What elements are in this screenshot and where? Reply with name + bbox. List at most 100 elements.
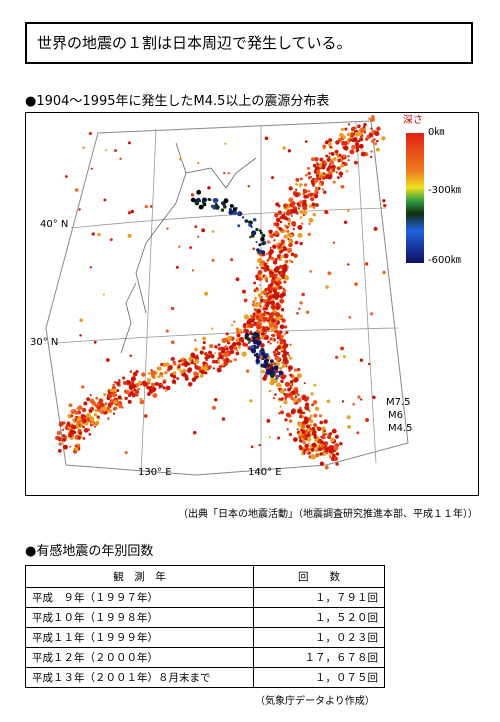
epicenter-dot [287, 149, 292, 153]
epicenter-dot [170, 306, 175, 311]
epicenter-dot [322, 433, 326, 437]
epicenter-dot [280, 410, 284, 415]
epicenter-dot [223, 172, 226, 175]
table-row: 平成１２年（２０００年） １７，６７８回 [25, 647, 385, 668]
epicenter-dot [100, 411, 103, 415]
epicenter-dot [262, 348, 265, 351]
epicenter-dot [105, 149, 108, 152]
epicenter-dot [293, 368, 298, 372]
epicenter-dot [309, 419, 314, 424]
epicenter-dot [288, 392, 293, 397]
epicenter-dot [295, 177, 300, 182]
epicenter-dot [287, 387, 292, 392]
epicenter-dot [333, 456, 339, 462]
epicenter-dot [267, 340, 271, 343]
epicenter-dot [322, 144, 327, 149]
epicenter-dot [297, 421, 302, 426]
epicenter-dot [293, 378, 298, 383]
epicenter-dot [279, 389, 285, 394]
epicenter-dot [265, 314, 268, 317]
epicenter-dot [301, 424, 306, 429]
epicenter-dot [280, 273, 286, 278]
epicenter-dot [256, 308, 262, 314]
epicenter-dot [76, 443, 79, 446]
source-note: （出典「日本の地震活動」（地震調査研究推進本部、平成１１年）） [178, 509, 478, 520]
epicenter-dot [327, 142, 332, 147]
epicenter-dot [209, 344, 214, 349]
epicenter-dot [358, 132, 363, 136]
epicenter-dot [280, 347, 284, 352]
epicenter-dot [224, 357, 230, 363]
epicenter-dot [88, 409, 93, 413]
epicenter-dot [324, 448, 329, 453]
epicenter-dot [218, 365, 223, 369]
epicenter-dot [335, 452, 340, 456]
epicenter-dot [247, 185, 250, 188]
epicenter-dot [289, 383, 293, 386]
epicenter-dot [268, 314, 274, 320]
epicenter-dot [192, 430, 197, 435]
epicenter-dot [313, 413, 318, 418]
epicenter-dot [56, 436, 61, 441]
epicenter-dot [255, 240, 258, 244]
epicenter-dot [360, 151, 366, 157]
epicenter-dot [249, 235, 252, 239]
epicenter-dot [355, 142, 360, 147]
epicenter-dot [317, 187, 321, 190]
epicenter-dot [302, 435, 307, 439]
epicenter-dot [127, 399, 132, 404]
epicenter-dot [275, 356, 281, 362]
epicenter-dot [381, 136, 386, 141]
epicenter-dot [340, 127, 344, 132]
epicenter-dot [235, 277, 240, 282]
epicenter-dot [303, 199, 307, 204]
epicenter-dot [259, 262, 265, 268]
epicenter-dot [329, 160, 335, 165]
epicenter-dot [228, 345, 234, 351]
epicenter-dot [312, 443, 316, 447]
epicenter-dot [221, 363, 225, 366]
epicenter-dot [193, 362, 197, 366]
epicenter-dot [303, 183, 308, 187]
epicenter-dot [225, 332, 229, 336]
epicenter-dot [313, 193, 319, 199]
epicenter-dot [288, 233, 294, 238]
epicenter-dot [157, 366, 162, 371]
epicenter-dot [274, 258, 278, 262]
epicenter-dot [360, 127, 366, 133]
epicenter-dot [308, 222, 311, 225]
epicenter-dot [69, 445, 72, 448]
epicenter-dot [129, 370, 133, 373]
epicenter-dot [296, 212, 299, 215]
epicenter-dot [211, 359, 216, 364]
epicenter-dot [299, 241, 303, 246]
epicenter-dot [149, 205, 153, 208]
epicenter-dot [283, 356, 288, 361]
epicenter-dot [328, 152, 331, 155]
epicenter-dot [276, 331, 282, 337]
epicenter-dot [309, 270, 313, 273]
epicenter-dot [337, 158, 342, 163]
epicenter-dot [211, 327, 214, 330]
epicenter-dot [246, 320, 251, 325]
epicenter-dot [315, 453, 320, 458]
epicenter-dot [93, 413, 98, 417]
epicenter-dot [301, 292, 305, 297]
epicenter-dot [255, 354, 258, 357]
epicenter-dot [268, 229, 273, 234]
epicenter-dot [114, 391, 117, 394]
epicenter-dot [91, 232, 95, 236]
epicenter-dot [273, 239, 276, 242]
epicenter-dot [105, 358, 110, 362]
epicenter-dot [89, 393, 92, 396]
epicenter-dot [319, 157, 324, 162]
epicenter-dot [247, 220, 251, 224]
epicenter-dot [306, 428, 311, 432]
epicenter-dot [347, 154, 350, 158]
epicenter-dot [314, 203, 319, 207]
epicenter-dot [114, 149, 118, 152]
epicenter-dot [141, 372, 146, 377]
epicenter-dot [274, 282, 277, 285]
epicenter-dot [278, 227, 282, 231]
epicenter-dot [355, 140, 358, 143]
